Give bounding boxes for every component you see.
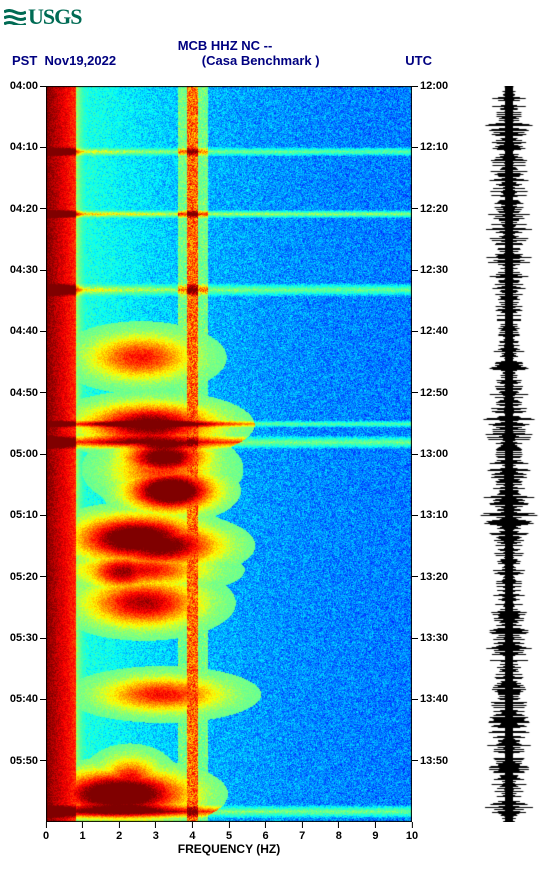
frequency-axis-label: FREQUENCY (HZ) (46, 842, 412, 856)
time-tick-utc: 13:40 (412, 693, 448, 705)
time-tick-utc: 12:30 (412, 264, 448, 276)
time-tick-pst: 05:30 (10, 632, 46, 644)
time-tick-pst: 04:30 (10, 264, 46, 276)
spectrogram-canvas (46, 86, 412, 822)
time-tick-pst: 04:20 (10, 203, 46, 215)
spectrogram-plot (46, 86, 412, 822)
freq-tick: 3 (153, 822, 159, 842)
time-tick-utc: 13:10 (412, 509, 448, 521)
chart-title-block: MCB HHZ NC -- PST Nov19,2022 (Casa Bench… (0, 38, 552, 68)
station-code: MCB HHZ NC -- (10, 38, 440, 53)
time-tick-utc: 12:20 (412, 203, 448, 215)
time-tick-pst: 05:20 (10, 571, 46, 583)
usgs-text: USGS (28, 4, 81, 30)
freq-tick: 2 (116, 822, 122, 842)
time-tick-utc: 13:20 (412, 571, 448, 583)
seismogram-trace (474, 86, 544, 822)
time-tick-pst: 05:10 (10, 509, 46, 521)
freq-tick: 1 (80, 822, 86, 842)
station-name: (Casa Benchmark ) (202, 53, 320, 68)
usgs-logo: USGS (4, 4, 81, 30)
time-axis-utc: 12:0012:1012:2012:3012:4012:5013:0013:10… (412, 86, 462, 822)
timezone-left: PST (12, 53, 37, 68)
time-tick-utc: 12:50 (412, 387, 448, 399)
date-label: Nov19,2022 (45, 53, 117, 68)
freq-tick: 7 (299, 822, 305, 842)
time-tick-utc: 13:00 (412, 448, 448, 460)
freq-tick: 9 (372, 822, 378, 842)
freq-tick: 4 (189, 822, 195, 842)
time-tick-utc: 12:10 (412, 141, 448, 153)
time-tick-pst: 05:00 (10, 448, 46, 460)
freq-tick: 6 (263, 822, 269, 842)
time-axis-pst: 04:0004:1004:2004:3004:4004:5005:0005:10… (0, 86, 46, 822)
usgs-wave-icon (4, 9, 26, 25)
freq-tick: 10 (406, 822, 418, 842)
seismogram-canvas (474, 86, 544, 822)
time-tick-pst: 05:40 (10, 693, 46, 705)
time-tick-pst: 05:50 (10, 755, 46, 767)
time-tick-pst: 04:50 (10, 387, 46, 399)
freq-tick: 5 (226, 822, 232, 842)
time-tick-pst: 04:00 (10, 80, 46, 92)
freq-tick: 0 (43, 822, 49, 842)
time-tick-utc: 12:40 (412, 325, 448, 337)
timezone-right: UTC (405, 53, 432, 68)
time-tick-pst: 04:40 (10, 325, 46, 337)
time-tick-utc: 13:30 (412, 632, 448, 644)
freq-tick: 8 (336, 822, 342, 842)
time-tick-pst: 04:10 (10, 141, 46, 153)
time-tick-utc: 12:00 (412, 80, 448, 92)
time-tick-utc: 13:50 (412, 755, 448, 767)
